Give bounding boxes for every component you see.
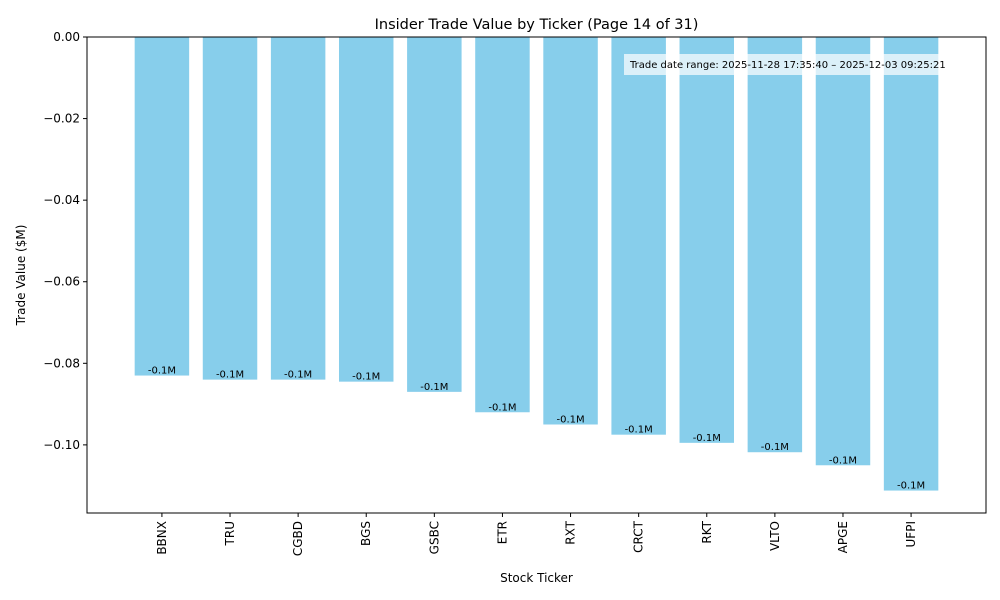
chart-title: Insider Trade Value by Ticker (Page 14 o… bbox=[375, 17, 699, 33]
x-tick-label: RXT bbox=[564, 520, 578, 544]
x-tick-label: ETR bbox=[495, 521, 509, 544]
x-tick-label: APGE bbox=[836, 521, 850, 553]
annotation-text: Trade date range: 2025-11-28 17:35:40 – … bbox=[629, 60, 946, 71]
bar-value-label: -0.1M bbox=[897, 481, 925, 492]
y-tick-label: 0.00 bbox=[53, 30, 80, 44]
annotation: Trade date range: 2025-11-28 17:35:40 – … bbox=[624, 54, 985, 75]
x-tick-label: BBNX bbox=[155, 521, 169, 555]
bar-rkt bbox=[679, 37, 735, 443]
plot-frame bbox=[86, 36, 987, 514]
bar-value-label: -0.1M bbox=[625, 425, 653, 436]
bar-bbnx bbox=[134, 37, 190, 376]
bar-rxt bbox=[543, 37, 598, 425]
bar-ufpi bbox=[883, 37, 939, 491]
x-tick-label: VLTO bbox=[768, 521, 782, 551]
bar-apge bbox=[815, 37, 871, 466]
y-axis-label: Trade Value ($M) bbox=[14, 225, 28, 327]
y-axis-ticks: 0.00 −0.02 −0.04 −0.06 −0.08 −0.10 bbox=[43, 30, 87, 452]
x-tick-label: BGS bbox=[359, 521, 373, 546]
bar-vlto bbox=[747, 37, 803, 453]
bar-value-label: -0.1M bbox=[761, 442, 789, 453]
annotation-box bbox=[624, 54, 985, 75]
x-tick-label: TRU bbox=[223, 521, 237, 546]
bars bbox=[134, 37, 939, 491]
bar-value-label: -0.1M bbox=[556, 414, 584, 425]
bar-bgs bbox=[338, 37, 394, 382]
bar-value-label: -0.1M bbox=[693, 433, 721, 444]
bar-tru bbox=[202, 37, 258, 380]
x-axis-ticks: BBNX TRU CGBD BGS GSBC ETR RXT CRCT RKT VLTO APGE U… bbox=[155, 513, 918, 556]
bar-labels: -0.1M -0.1M -0.1M -0.1M -0.1M -0.1M -0.1M -0.1M… bbox=[148, 366, 925, 492]
bar-value-label: -0.1M bbox=[829, 455, 857, 466]
y-tick-label: −0.02 bbox=[43, 112, 80, 126]
y-tick-label: −0.08 bbox=[43, 356, 80, 370]
bar-crct bbox=[611, 37, 666, 435]
bar-value-label: -0.1M bbox=[420, 382, 448, 393]
x-tick-label: GSBC bbox=[427, 521, 441, 554]
x-tick-label: CGBD bbox=[291, 521, 305, 556]
y-tick-label: −0.04 bbox=[43, 193, 80, 207]
x-tick-label: RKT bbox=[700, 520, 714, 543]
x-axis-label: Stock Ticker bbox=[500, 571, 573, 585]
bar-cgbd bbox=[270, 37, 326, 380]
y-tick-label: −0.10 bbox=[43, 438, 80, 452]
bar-gsbc bbox=[407, 37, 462, 392]
bar-value-label: -0.1M bbox=[284, 370, 312, 381]
y-tick-label: −0.06 bbox=[43, 275, 80, 289]
bar-value-label: -0.1M bbox=[352, 372, 380, 383]
bar-value-label: -0.1M bbox=[488, 402, 516, 413]
x-tick-label: CRCT bbox=[632, 520, 646, 552]
x-tick-label: UFPI bbox=[904, 521, 918, 547]
bar-value-label: -0.1M bbox=[148, 366, 176, 377]
bar-value-label: -0.1M bbox=[216, 370, 244, 381]
bar-etr bbox=[475, 37, 530, 413]
